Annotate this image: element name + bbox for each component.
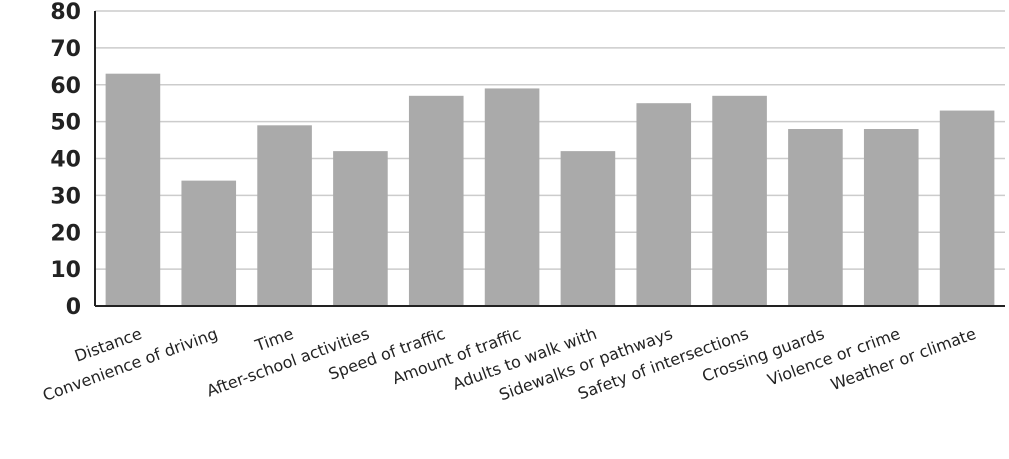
- y-tick-label: 60: [50, 74, 81, 99]
- axes: [94, 11, 1005, 307]
- y-tick-label: 30: [50, 184, 81, 209]
- bar: [863, 129, 919, 306]
- grid-lines: [95, 10, 1005, 270]
- bar: [560, 151, 616, 306]
- bar: [333, 151, 388, 306]
- y-tick-label: 40: [50, 148, 81, 173]
- y-tick-label: 70: [50, 37, 81, 62]
- bar: [636, 103, 692, 306]
- bar: [257, 125, 312, 306]
- bar: [105, 73, 161, 306]
- y-tick-label: 50: [50, 111, 81, 136]
- y-tick-label: 10: [50, 258, 81, 283]
- bar: [939, 110, 995, 306]
- y-tick-label: 0: [66, 295, 81, 320]
- bar: [712, 95, 767, 306]
- y-tick-label: 20: [50, 221, 81, 246]
- bar: [181, 180, 237, 306]
- bar: [484, 88, 540, 306]
- y-tick-label: 80: [50, 0, 81, 25]
- y-tick-labels: 0 10 20 30 40 50 60 70 80: [50, 0, 81, 320]
- bar: [788, 129, 843, 306]
- bars: [105, 73, 995, 306]
- bar: [408, 95, 464, 306]
